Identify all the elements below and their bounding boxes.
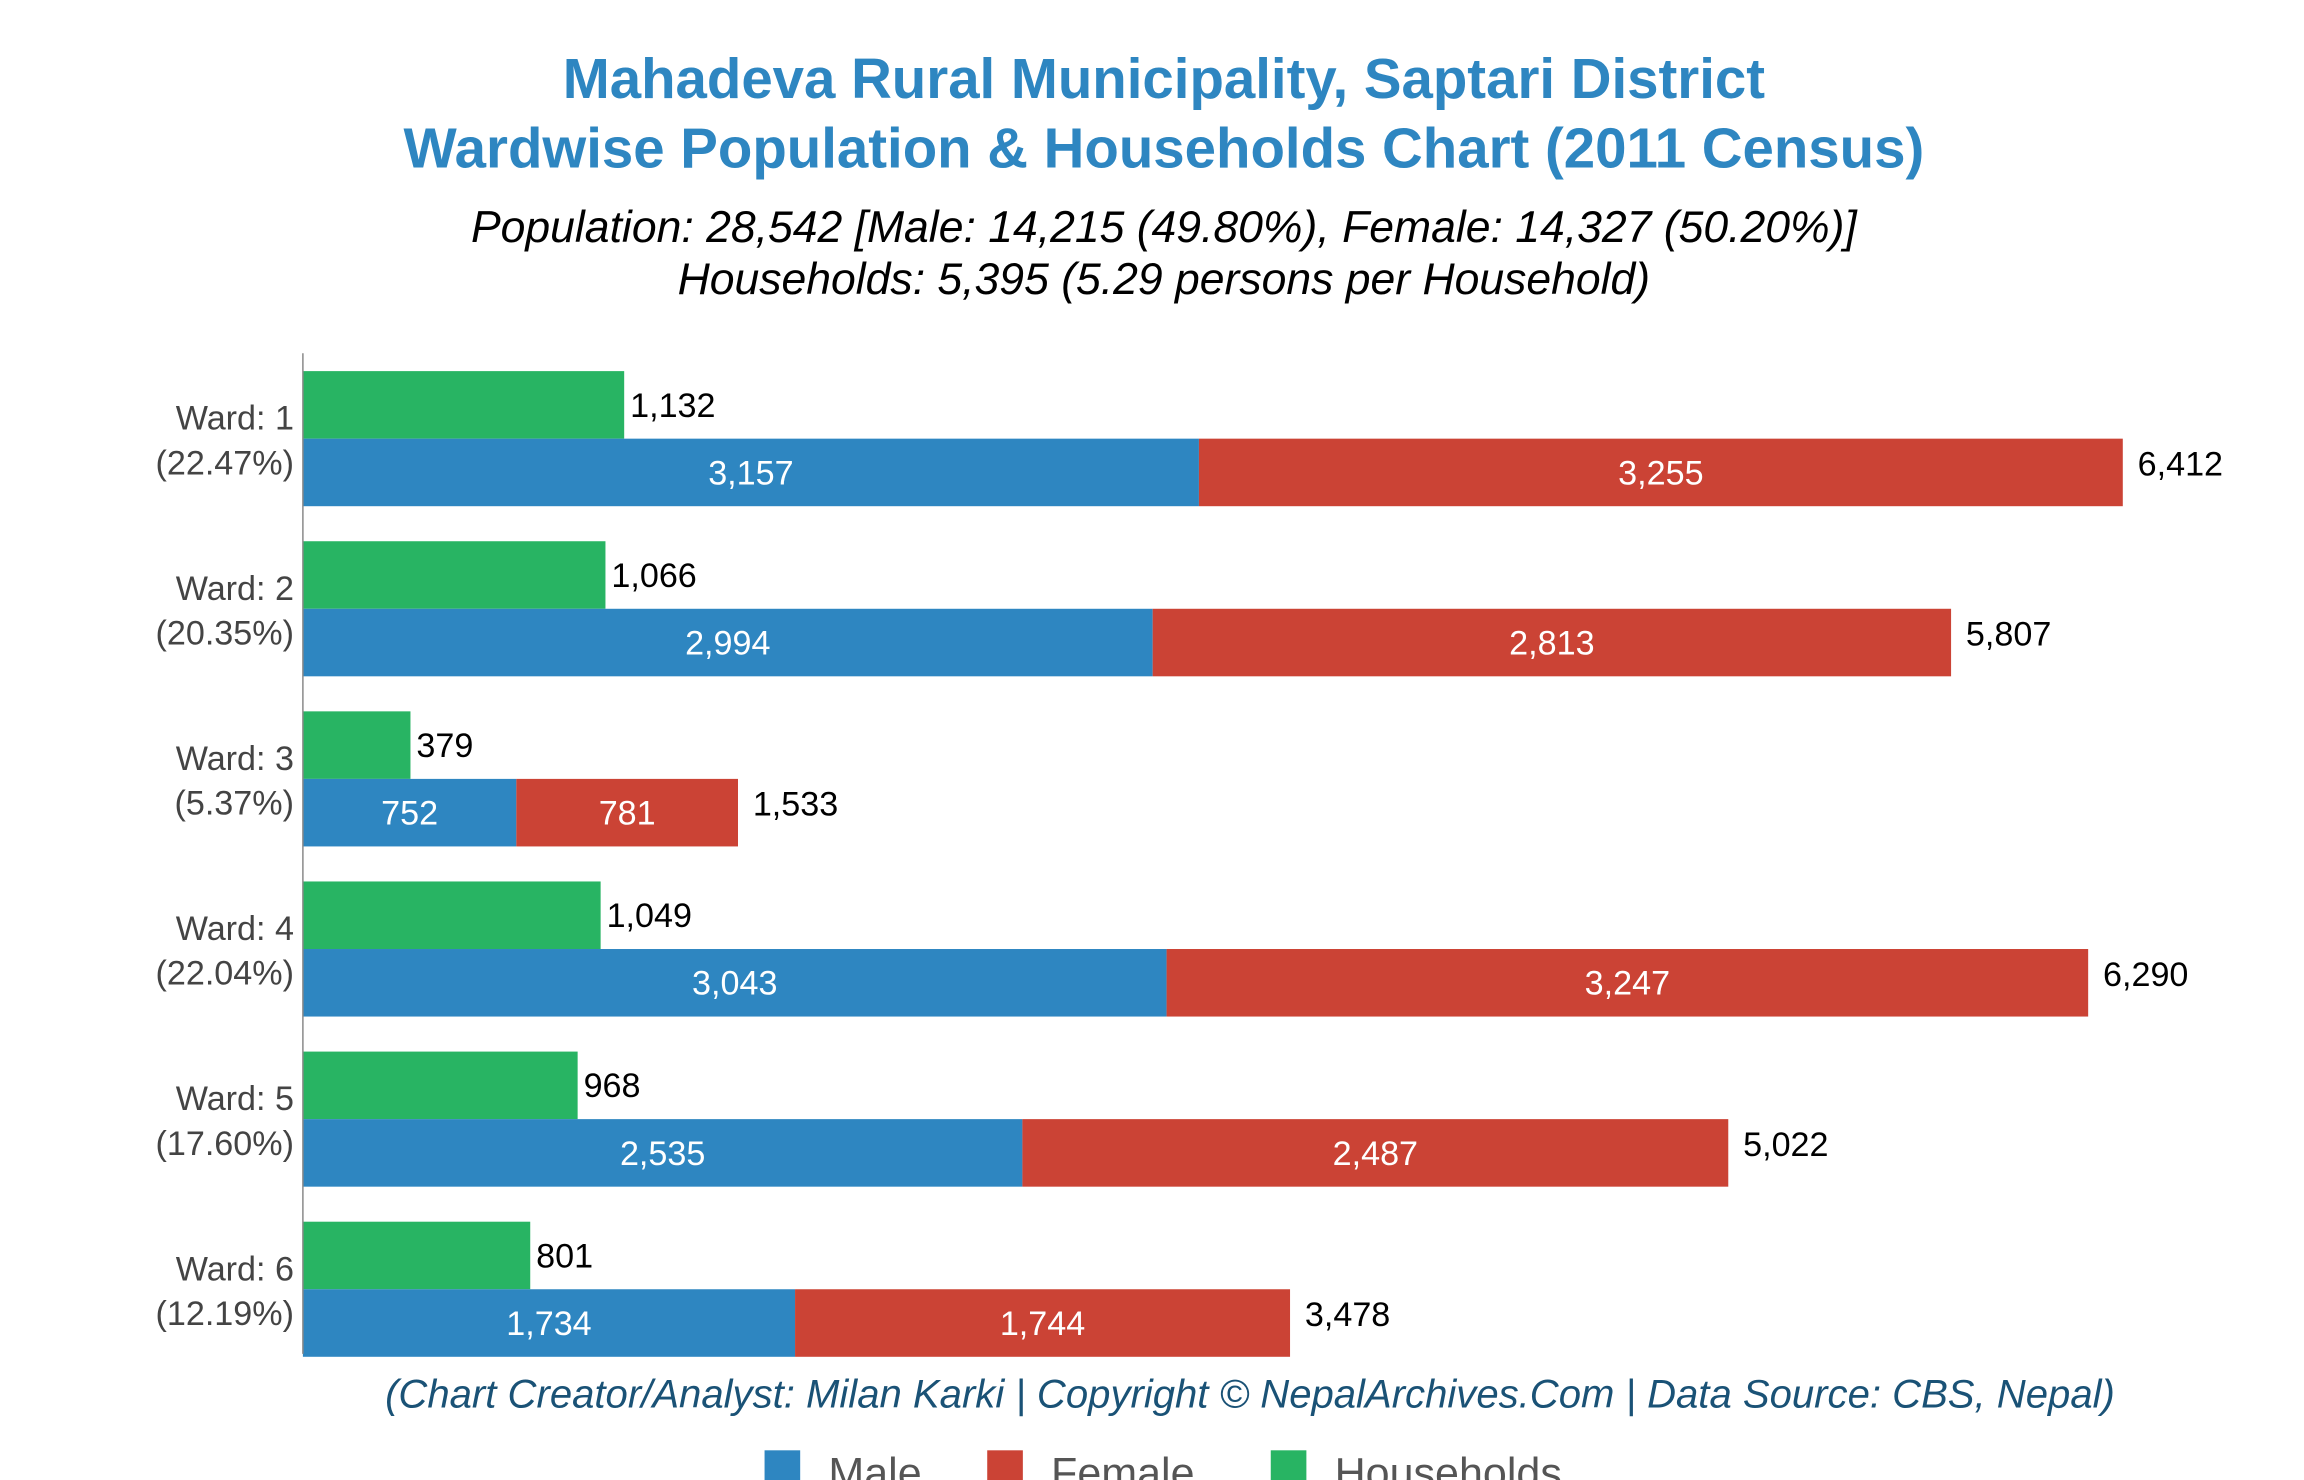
ward-label: Ward: 1 bbox=[176, 400, 294, 438]
households-value-label: 1,049 bbox=[607, 897, 692, 935]
households-value-label: 968 bbox=[584, 1067, 641, 1105]
ward-share-label: (12.19%) bbox=[156, 1295, 294, 1333]
ward-share-label: (17.60%) bbox=[156, 1125, 294, 1163]
female-bar bbox=[795, 1289, 1291, 1357]
male-value-label: 2,994 bbox=[685, 624, 770, 662]
total-value-label: 6,290 bbox=[2103, 956, 2188, 994]
female-bar bbox=[516, 778, 739, 847]
chart-subtitle-line-2: Households: 5,395 (5.29 persons per Hous… bbox=[678, 255, 1651, 304]
legend-swatch-male bbox=[764, 1450, 801, 1480]
female-value-label: 781 bbox=[599, 795, 656, 833]
households-bar bbox=[302, 881, 601, 950]
male-bar bbox=[302, 1119, 1023, 1187]
total-value-label: 5,022 bbox=[1743, 1126, 1828, 1164]
total-value-label: 1,533 bbox=[753, 786, 838, 824]
total-value-label: 3,478 bbox=[1305, 1296, 1390, 1334]
ward-label: Ward: 4 bbox=[176, 910, 294, 948]
female-bar bbox=[1152, 608, 1952, 677]
bars-group: Ward: 1 (22.47%) 1,132 3,157 3,255 6,412 Ward:… bbox=[156, 371, 2223, 1357]
ward-label: Ward: 5 bbox=[176, 1080, 294, 1118]
ward-label: Ward: 6 bbox=[176, 1250, 294, 1288]
male-value-label: 752 bbox=[381, 795, 438, 833]
female-bar bbox=[1022, 1119, 1729, 1187]
male-value-label: 3,043 bbox=[692, 965, 777, 1003]
total-value-label: 5,807 bbox=[1966, 616, 2051, 654]
households-value-label: 1,066 bbox=[611, 557, 696, 595]
households-bar bbox=[302, 541, 606, 609]
households-value-label: 379 bbox=[416, 727, 473, 765]
female-value-label: 3,255 bbox=[1618, 454, 1703, 492]
ward-share-label: (22.47%) bbox=[156, 444, 294, 482]
households-value-label: 1,132 bbox=[630, 387, 715, 425]
households-bar bbox=[302, 1221, 531, 1290]
chart-title-line-2: Wardwise Population & Households Chart (… bbox=[404, 117, 1925, 180]
ward-share-label: (20.35%) bbox=[156, 614, 294, 652]
chart-subtitle-line-1: Population: 28,542 [Male: 14,215 (49.80%… bbox=[471, 203, 1858, 252]
legend: Male Female Households bbox=[764, 1449, 1562, 1480]
total-value-label: 6,412 bbox=[2138, 445, 2223, 483]
male-bar bbox=[302, 949, 1167, 1017]
legend-label-male: Male bbox=[828, 1449, 921, 1480]
chart-title-line-1: Mahadeva Rural Municipality, Saptari Dis… bbox=[563, 47, 1765, 110]
female-value-label: 1,744 bbox=[1000, 1305, 1085, 1343]
ward-share-label: (22.04%) bbox=[156, 955, 294, 993]
male-value-label: 2,535 bbox=[620, 1135, 705, 1173]
male-bar bbox=[302, 1289, 796, 1357]
chart-footer: (Chart Creator/Analyst: Milan Karki | Co… bbox=[385, 1372, 2115, 1416]
female-value-label: 2,813 bbox=[1509, 624, 1594, 662]
legend-label-households: Households bbox=[1335, 1449, 1562, 1480]
households-bar bbox=[302, 1051, 578, 1120]
male-value-label: 3,157 bbox=[708, 454, 793, 492]
ward-share-label: (5.37%) bbox=[174, 785, 294, 823]
legend-label-female: Female bbox=[1051, 1449, 1195, 1480]
households-value-label: 801 bbox=[536, 1237, 593, 1275]
legend-swatch-female bbox=[987, 1450, 1023, 1480]
male-value-label: 1,734 bbox=[506, 1305, 591, 1343]
ward-label: Ward: 2 bbox=[176, 570, 294, 608]
male-bar bbox=[302, 438, 1199, 507]
legend-swatch-households bbox=[1270, 1450, 1307, 1480]
male-bar bbox=[302, 778, 517, 847]
female-value-label: 3,247 bbox=[1585, 965, 1670, 1003]
female-bar bbox=[1166, 949, 2089, 1017]
households-bar bbox=[302, 371, 625, 439]
ward-label: Ward: 3 bbox=[176, 740, 294, 778]
households-bar bbox=[302, 711, 411, 779]
male-bar bbox=[302, 608, 1153, 677]
female-bar bbox=[1198, 438, 2123, 507]
female-value-label: 2,487 bbox=[1333, 1135, 1418, 1173]
